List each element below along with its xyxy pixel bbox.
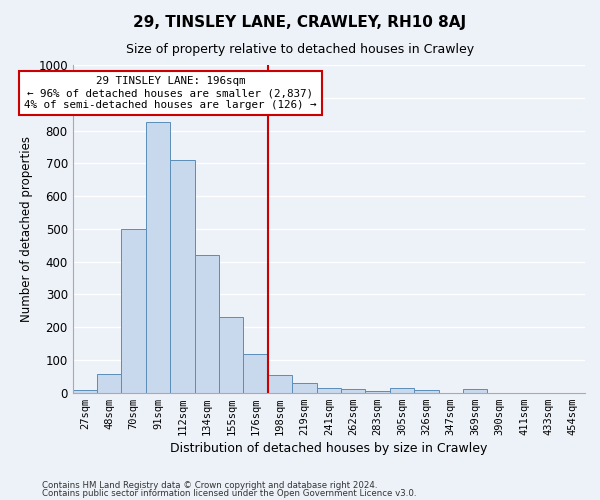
- Bar: [414, 390, 439, 392]
- Bar: [365, 391, 390, 392]
- Bar: [317, 388, 341, 392]
- Bar: [463, 390, 487, 392]
- Bar: [341, 389, 365, 392]
- Bar: [146, 122, 170, 392]
- Text: 29 TINSLEY LANE: 196sqm
← 96% of detached houses are smaller (2,837)
4% of semi-: 29 TINSLEY LANE: 196sqm ← 96% of detache…: [24, 76, 317, 110]
- Bar: [170, 160, 194, 392]
- Bar: [219, 318, 244, 392]
- X-axis label: Distribution of detached houses by size in Crawley: Distribution of detached houses by size …: [170, 442, 488, 455]
- Text: 29, TINSLEY LANE, CRAWLEY, RH10 8AJ: 29, TINSLEY LANE, CRAWLEY, RH10 8AJ: [133, 15, 467, 30]
- Bar: [121, 229, 146, 392]
- Bar: [292, 383, 317, 392]
- Text: Contains public sector information licensed under the Open Government Licence v3: Contains public sector information licen…: [42, 489, 416, 498]
- Bar: [390, 388, 414, 392]
- Bar: [73, 390, 97, 392]
- Bar: [194, 255, 219, 392]
- Bar: [268, 376, 292, 392]
- Text: Size of property relative to detached houses in Crawley: Size of property relative to detached ho…: [126, 42, 474, 56]
- Text: Contains HM Land Registry data © Crown copyright and database right 2024.: Contains HM Land Registry data © Crown c…: [42, 480, 377, 490]
- Bar: [244, 354, 268, 393]
- Bar: [97, 374, 121, 392]
- Y-axis label: Number of detached properties: Number of detached properties: [20, 136, 32, 322]
